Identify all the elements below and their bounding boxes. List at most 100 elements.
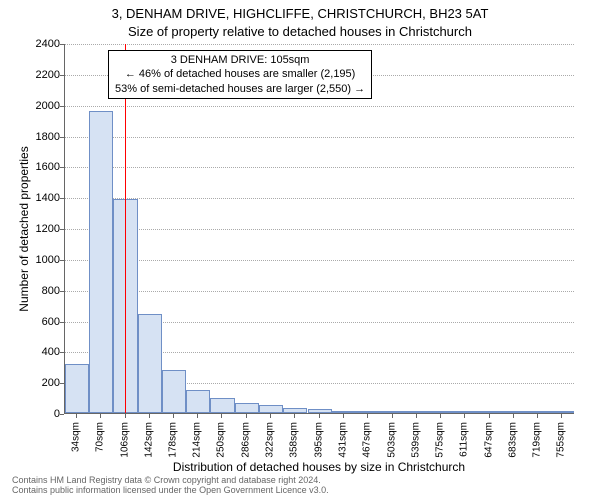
histogram-bar (65, 364, 89, 413)
chart-title-line1: 3, DENHAM DRIVE, HIGHCLIFFE, CHRISTCHURC… (0, 6, 600, 21)
ytick-mark (60, 75, 64, 76)
xtick-label: 503sqm (386, 422, 397, 458)
xtick-mark (416, 414, 417, 418)
footer-attribution: Contains HM Land Registry data © Crown c… (12, 476, 329, 496)
ytick-label: 2200 (24, 69, 60, 81)
xtick-label: 611sqm (459, 422, 470, 457)
xtick-label: 250sqm (216, 422, 227, 458)
ytick-label: 600 (24, 316, 60, 328)
ytick-mark (60, 322, 64, 323)
histogram-bar (235, 403, 259, 413)
marker-line (125, 44, 126, 413)
xtick-label: 395sqm (314, 422, 325, 458)
xtick-label: 575sqm (435, 422, 446, 458)
ytick-label: 1200 (24, 223, 60, 235)
ytick-mark (60, 106, 64, 107)
ytick-label: 2400 (24, 38, 60, 50)
histogram-bar (429, 411, 453, 413)
xtick-label: 755sqm (556, 422, 567, 458)
xtick-mark (464, 414, 465, 418)
ytick-label: 1400 (24, 192, 60, 204)
ytick-mark (60, 167, 64, 168)
histogram-bar (502, 411, 526, 413)
xtick-mark (76, 414, 77, 418)
ytick-mark (60, 352, 64, 353)
xtick-mark (513, 414, 514, 418)
ytick-mark (60, 229, 64, 230)
xtick-mark (270, 414, 271, 418)
xtick-label: 286sqm (240, 422, 251, 458)
xtick-label: 431sqm (338, 422, 349, 458)
gridline (65, 291, 574, 292)
xtick-label: 178sqm (167, 422, 178, 458)
gridline (65, 167, 574, 168)
xtick-mark (343, 414, 344, 418)
histogram-bar (550, 411, 574, 413)
xtick-mark (246, 414, 247, 418)
histogram-bar (381, 411, 405, 413)
histogram-bar (89, 111, 113, 413)
xtick-mark (294, 414, 295, 418)
xtick-mark (149, 414, 150, 418)
xtick-mark (319, 414, 320, 418)
histogram-bar (308, 409, 332, 413)
ytick-label: 200 (24, 377, 60, 389)
xtick-mark (489, 414, 490, 418)
ytick-mark (60, 291, 64, 292)
xtick-mark (561, 414, 562, 418)
chart-container: 3, DENHAM DRIVE, HIGHCLIFFE, CHRISTCHURC… (0, 0, 600, 500)
ytick-label: 2000 (24, 100, 60, 112)
ytick-mark (60, 414, 64, 415)
xtick-label: 322sqm (264, 422, 275, 458)
ytick-mark (60, 198, 64, 199)
histogram-bar (405, 411, 429, 413)
gridline (65, 137, 574, 138)
annotation-line: 53% of semi-detached houses are larger (… (115, 82, 365, 96)
histogram-bar (332, 411, 356, 413)
xtick-label: 106sqm (119, 422, 130, 458)
ytick-label: 0 (24, 408, 60, 420)
annotation-line: 3 DENHAM DRIVE: 105sqm (115, 53, 365, 67)
ytick-mark (60, 137, 64, 138)
xtick-label: 70sqm (95, 422, 106, 452)
gridline (65, 44, 574, 45)
gridline (65, 260, 574, 261)
xtick-mark (392, 414, 393, 418)
annotation-line: ← 46% of detached houses are smaller (2,… (115, 67, 365, 81)
xtick-mark (221, 414, 222, 418)
gridline (65, 106, 574, 107)
histogram-bar (356, 411, 380, 413)
xtick-label: 647sqm (483, 422, 494, 458)
xtick-label: 358sqm (289, 422, 300, 458)
xtick-label: 683sqm (507, 422, 518, 458)
ytick-mark (60, 260, 64, 261)
xtick-label: 142sqm (143, 422, 154, 458)
annotation-box: 3 DENHAM DRIVE: 105sqm← 46% of detached … (108, 50, 372, 99)
histogram-bar (138, 314, 162, 413)
xtick-mark (537, 414, 538, 418)
xtick-mark (367, 414, 368, 418)
histogram-bar (526, 411, 550, 413)
x-axis-label: Distribution of detached houses by size … (64, 460, 574, 474)
gridline (65, 229, 574, 230)
histogram-bar (477, 411, 501, 413)
footer-line2: Contains public information licensed und… (12, 485, 329, 495)
histogram-bar (453, 411, 477, 413)
chart-title-line2: Size of property relative to detached ho… (0, 24, 600, 39)
histogram-bar (283, 408, 307, 413)
histogram-bar (259, 405, 283, 413)
xtick-label: 719sqm (531, 422, 542, 458)
ytick-label: 1000 (24, 254, 60, 266)
xtick-label: 214sqm (192, 422, 203, 458)
xtick-label: 467sqm (362, 422, 373, 458)
xtick-label: 34sqm (71, 422, 82, 452)
xtick-label: 539sqm (410, 422, 421, 458)
ytick-label: 400 (24, 346, 60, 358)
ytick-mark (60, 44, 64, 45)
histogram-bar (186, 390, 210, 413)
xtick-mark (100, 414, 101, 418)
ytick-label: 1800 (24, 131, 60, 143)
footer-line1: Contains HM Land Registry data © Crown c… (12, 475, 321, 485)
xtick-mark (125, 414, 126, 418)
ytick-label: 800 (24, 285, 60, 297)
